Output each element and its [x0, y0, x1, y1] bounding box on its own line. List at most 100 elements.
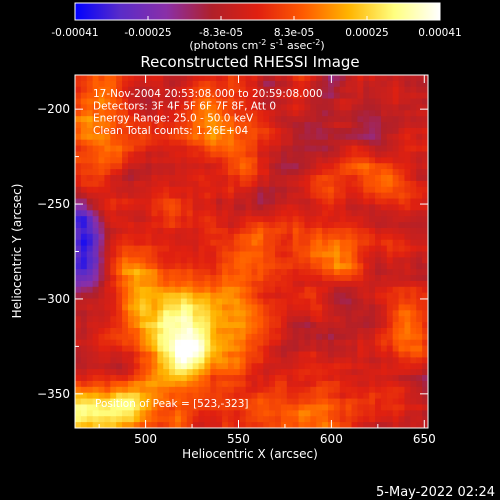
heatmap-cell — [386, 139, 394, 147]
heatmap-cell — [292, 233, 300, 241]
heatmap-cell — [275, 345, 282, 353]
heatmap-cell — [163, 351, 170, 358]
heatmap-cell — [369, 75, 376, 82]
heatmap-cell — [380, 298, 388, 306]
heatmap-cell — [180, 127, 188, 135]
heatmap-cell — [351, 239, 358, 247]
heatmap-cell — [339, 327, 347, 335]
heatmap-cell — [127, 133, 135, 141]
heatmap-cell — [410, 210, 417, 217]
heatmap-cell — [416, 363, 423, 370]
heatmap-cell — [310, 139, 317, 147]
heatmap-cell — [122, 127, 129, 135]
heatmap-cell — [398, 186, 406, 194]
heatmap-cell — [163, 310, 170, 317]
heatmap-cell — [80, 186, 88, 194]
heatmap-cell — [269, 139, 276, 147]
heatmap-cell — [269, 116, 276, 123]
heatmap-cell — [422, 186, 428, 194]
heatmap-cell — [298, 80, 306, 88]
heatmap-cell — [275, 280, 282, 288]
heatmap-cell — [251, 392, 258, 400]
heatmap-cell — [75, 369, 82, 376]
heatmap-cell — [286, 263, 294, 270]
heatmap-cell — [404, 198, 411, 206]
heatmap-cell — [192, 404, 200, 411]
heatmap-cell — [257, 357, 264, 364]
heatmap-cell — [286, 233, 294, 241]
heatmap-cell — [275, 233, 282, 241]
heatmap-cell — [122, 151, 129, 158]
heatmap-cell — [310, 351, 317, 358]
heatmap-cell — [380, 122, 388, 129]
heatmap-cell — [280, 269, 288, 276]
heatmap-cell — [298, 198, 306, 206]
heatmap-cell — [345, 175, 353, 182]
heatmap-cell — [339, 239, 347, 247]
heatmap-cell — [175, 80, 182, 88]
heatmap-cell — [392, 98, 400, 106]
heatmap-cell — [98, 351, 106, 358]
heatmap-cell — [310, 322, 317, 329]
heatmap-cell — [369, 116, 376, 123]
heatmap-cell — [257, 86, 264, 94]
heatmap-cell — [310, 310, 317, 317]
heatmap-cell — [86, 175, 94, 182]
heatmap-cell — [351, 316, 358, 323]
heatmap-cell — [222, 398, 229, 406]
heatmap-cell — [139, 204, 147, 211]
heatmap-cell — [104, 292, 111, 300]
heatmap-cell — [322, 386, 329, 394]
heatmap-cell — [280, 345, 288, 353]
heatmap-cell — [316, 163, 323, 170]
heatmap-cell — [392, 186, 400, 194]
heatmap-cell — [392, 175, 400, 182]
heatmap-cell — [257, 98, 264, 106]
heatmap-cell — [233, 292, 241, 300]
heatmap-cell — [157, 251, 164, 258]
heatmap-cell — [122, 222, 129, 229]
heatmap-cell — [157, 322, 164, 329]
heatmap-cell — [322, 357, 329, 364]
heatmap-cell — [75, 169, 82, 176]
heatmap-cell — [169, 163, 176, 170]
heatmap-cell — [210, 204, 217, 211]
heatmap-cell — [175, 169, 182, 176]
heatmap-cell — [339, 422, 347, 428]
heatmap-cell — [192, 139, 200, 147]
heatmap-cell — [163, 280, 170, 288]
heatmap-cell — [145, 263, 153, 270]
heatmap-cell — [233, 310, 241, 317]
heatmap-cell — [169, 233, 176, 241]
heatmap-cell — [251, 422, 258, 428]
heatmap-cell — [186, 122, 194, 129]
heatmap-cell — [375, 110, 382, 117]
heatmap-cell — [80, 386, 88, 394]
heatmap-cell — [286, 210, 294, 217]
heatmap-cell — [380, 175, 388, 182]
heatmap-cell — [151, 122, 158, 129]
heatmap-cell — [398, 422, 406, 428]
heatmap-cell — [98, 169, 106, 176]
heatmap-cell — [410, 222, 417, 229]
heatmap-cell — [357, 410, 364, 417]
heatmap-cell — [275, 192, 282, 200]
heatmap-cell — [286, 316, 294, 323]
heatmap-cell — [151, 216, 158, 223]
heatmap-cell — [145, 175, 153, 182]
heatmap-cell — [298, 269, 306, 276]
heatmap-cell — [198, 392, 206, 400]
heatmap-cell — [139, 257, 147, 264]
heatmap-cell — [316, 339, 323, 347]
heatmap-cell — [269, 86, 276, 94]
heatmap-cell — [327, 327, 335, 335]
heatmap-cell — [227, 122, 235, 129]
heatmap-cell — [386, 410, 394, 417]
heatmap-cell — [263, 127, 270, 135]
heatmap-cell — [139, 316, 147, 323]
heatmap-cell — [163, 416, 170, 423]
heatmap-cell — [186, 357, 194, 364]
heatmap-cell — [139, 80, 147, 88]
heatmap-cell — [245, 175, 253, 182]
heatmap-cell — [398, 86, 406, 94]
